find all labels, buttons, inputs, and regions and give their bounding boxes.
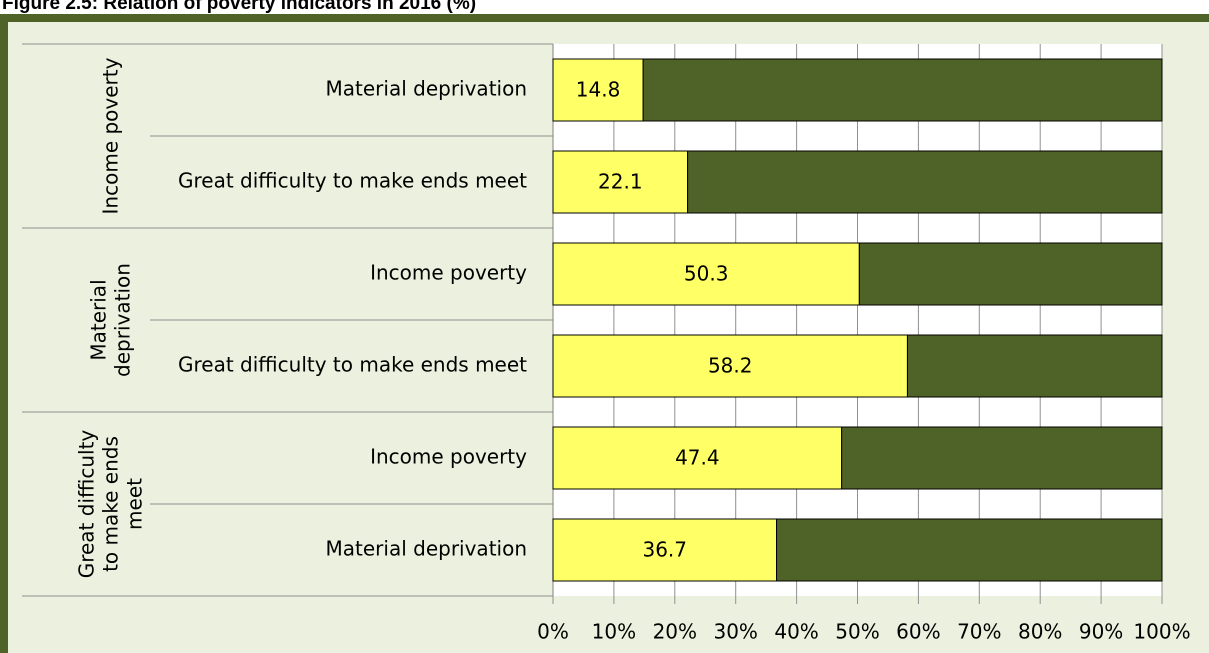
y-tick-label: Material deprivation (326, 537, 527, 561)
bar-segment (687, 150, 1163, 214)
x-tick-label: 60% (896, 620, 940, 644)
x-tick-label: 0% (537, 620, 569, 644)
x-tick-label: 70% (957, 620, 1001, 644)
group-label: deprivation (111, 263, 135, 377)
bar-segment (858, 242, 1163, 306)
y-tick-label: Income poverty (370, 261, 527, 285)
y-tick-label: Income poverty (370, 445, 527, 469)
value-label: 47.4 (675, 446, 720, 470)
bar-segment (552, 58, 644, 122)
y-tick-label: Great difficulty to make ends meet (178, 169, 527, 193)
bar-segment (552, 242, 860, 306)
value-label: 58.2 (708, 354, 753, 378)
x-tick-label: 90% (1079, 620, 1123, 644)
value-label: 14.8 (576, 78, 621, 102)
y-tick-label: Material deprivation (326, 77, 527, 101)
group-label: Material (87, 279, 111, 360)
group-label: to make ends (99, 436, 123, 572)
bar-segment (906, 334, 1163, 398)
bar-segment (552, 518, 778, 582)
x-tick-label: 20% (653, 620, 697, 644)
bar-segment (552, 426, 843, 490)
x-tick-label: 100% (1133, 620, 1190, 644)
bar-segment (841, 426, 1163, 490)
value-label: 50.3 (684, 262, 729, 286)
bar-segment (642, 58, 1163, 122)
x-tick-label: 40% (774, 620, 818, 644)
value-label: 36.7 (642, 538, 687, 562)
x-tick-label: 50% (835, 620, 879, 644)
value-label: 22.1 (598, 170, 643, 194)
bar-segment (776, 518, 1163, 582)
chart-title: Figure 2.5: Relation of poverty indicato… (2, 0, 476, 14)
group-label: Great difficulty (75, 430, 99, 579)
group-label: meet (123, 478, 147, 530)
group-label: Income poverty (99, 57, 123, 214)
x-tick-label: 30% (713, 620, 757, 644)
x-tick-label: 10% (592, 620, 636, 644)
y-tick-label: Great difficulty to make ends meet (178, 353, 527, 377)
x-tick-label: 80% (1018, 620, 1062, 644)
bar-segment (552, 334, 908, 398)
